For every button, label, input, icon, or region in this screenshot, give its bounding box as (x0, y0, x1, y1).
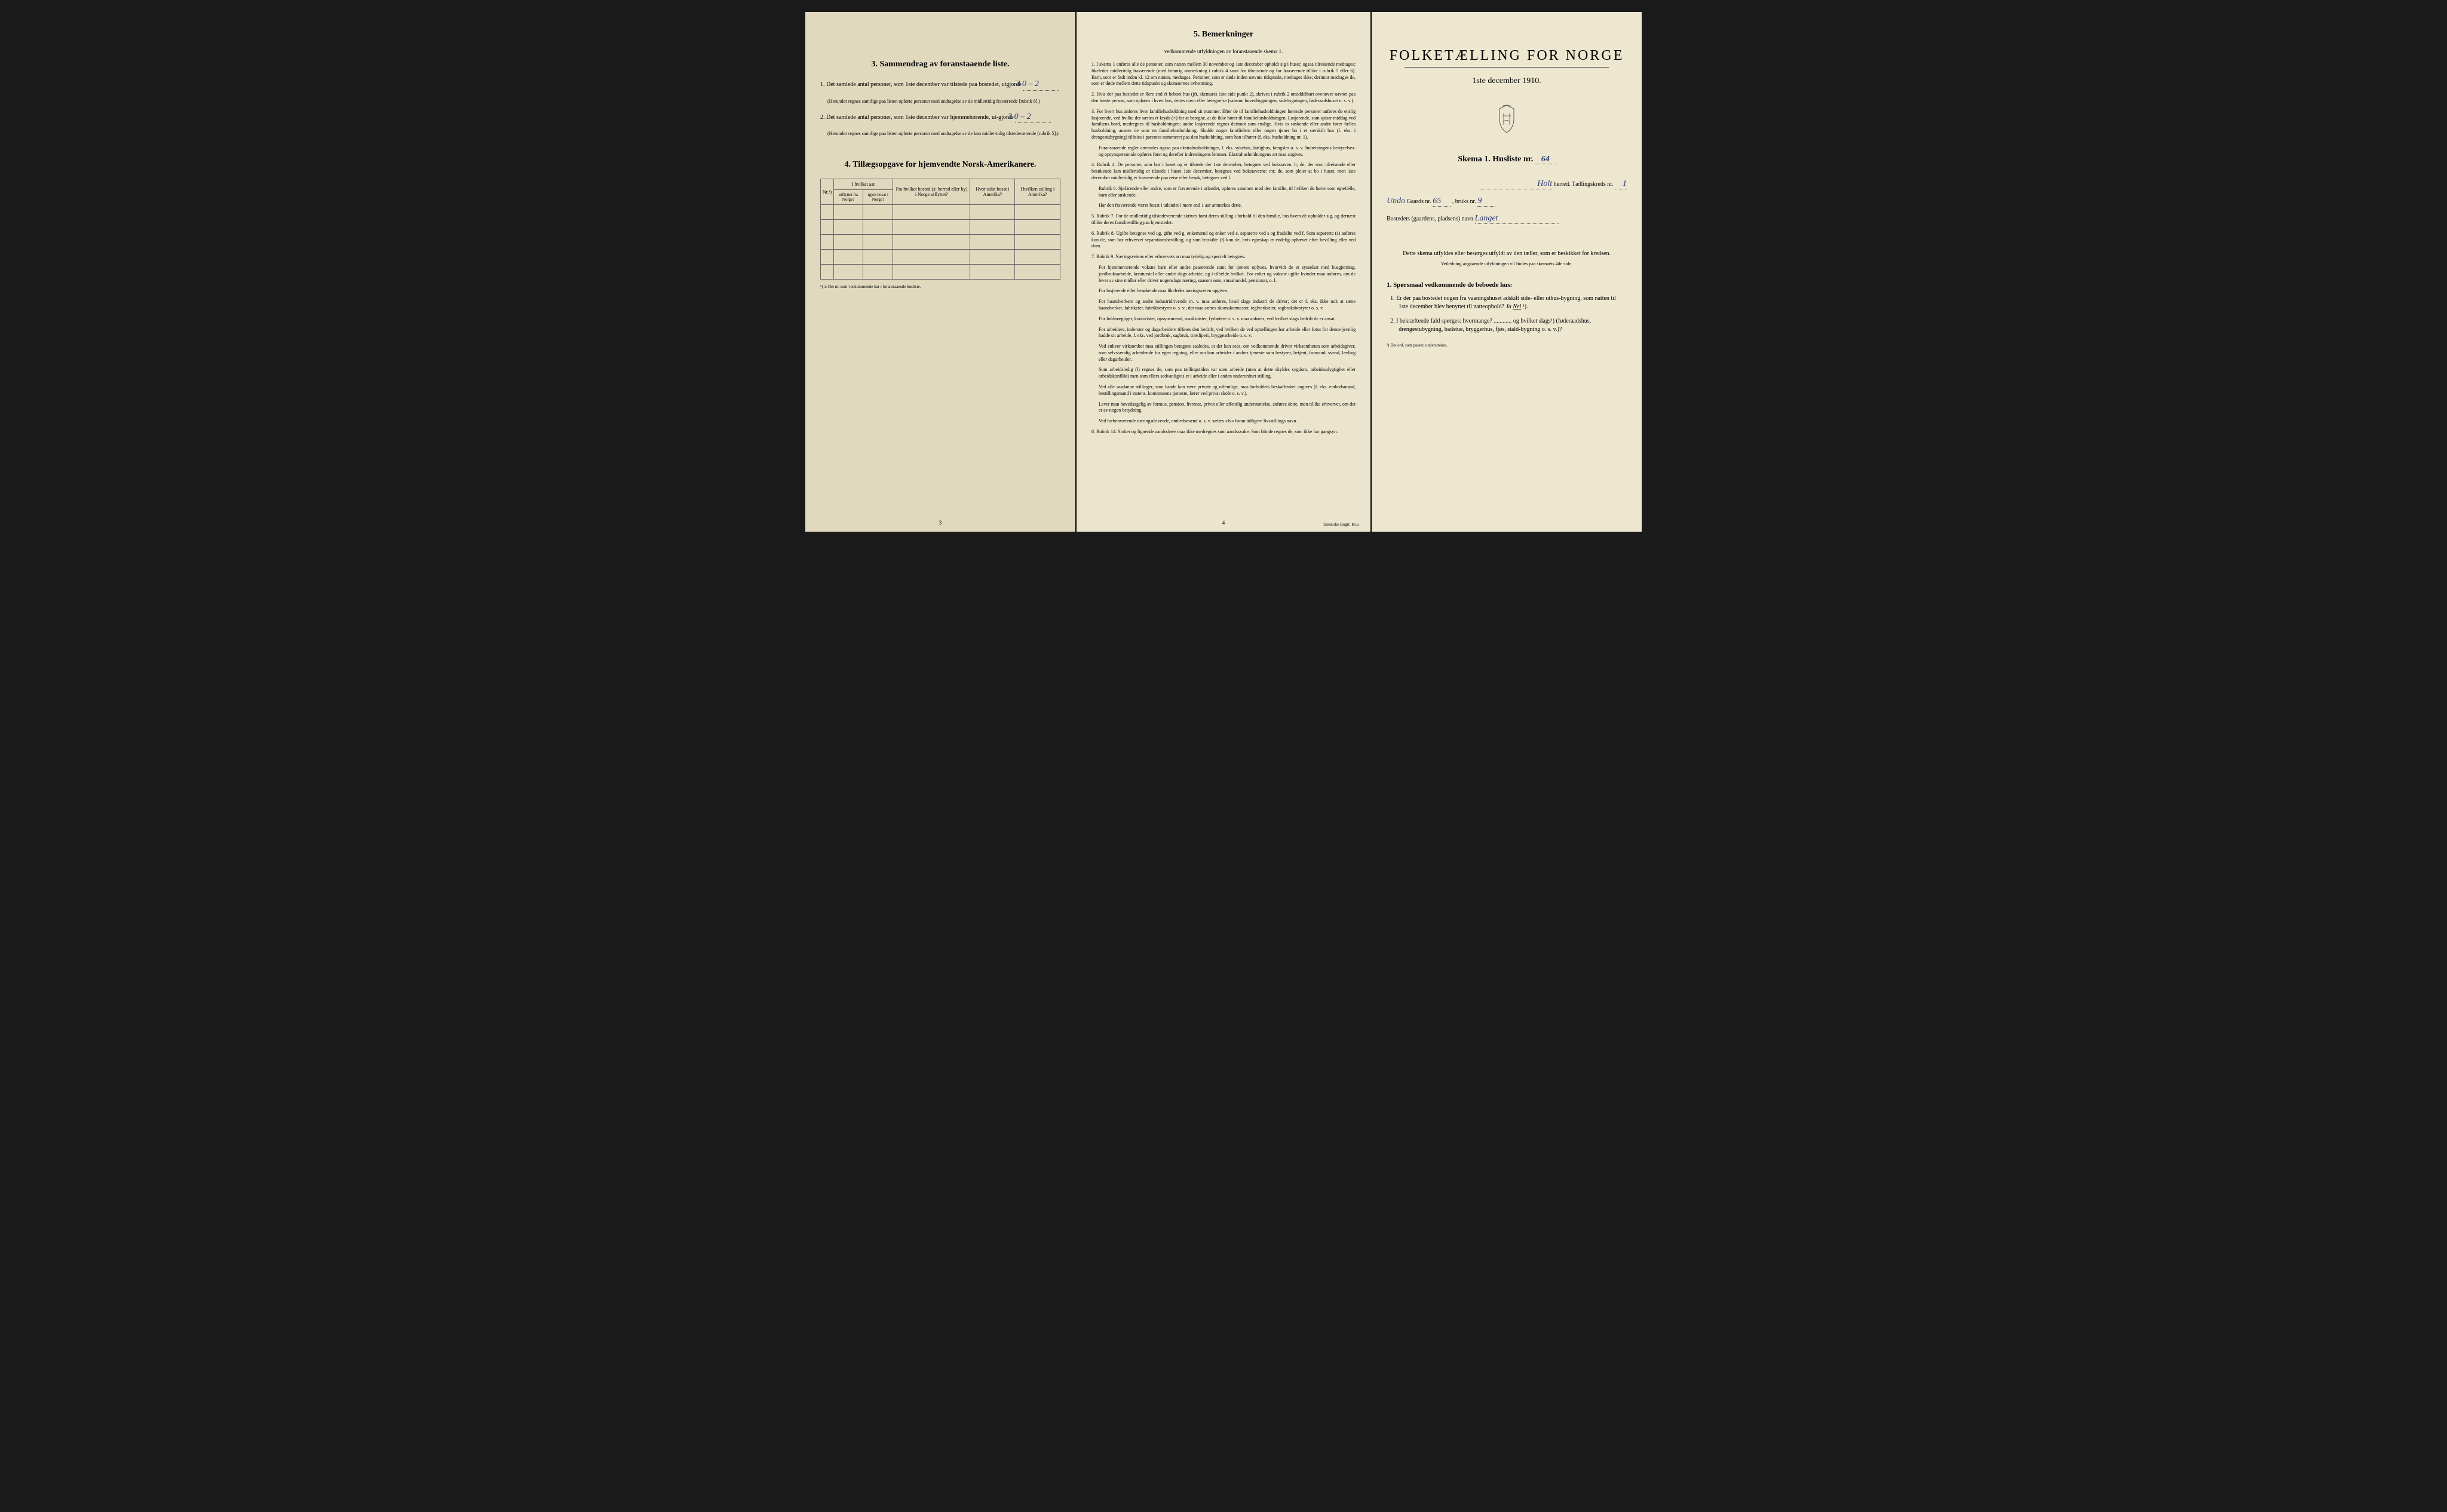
remark-7d: For haandverkere og andre industridriven… (1091, 299, 1356, 312)
remark-7f: For arbeidere, inderster og dagarbeidere… (1091, 327, 1356, 340)
th-returned: igjen bosat i Norge? (863, 190, 893, 205)
section-3-title: 3. Sammendrag av foranstaaende liste. (820, 60, 1060, 69)
th-position: I hvilken stilling i Amerika? (1015, 179, 1060, 205)
th-where: Hvor sidst bosat i Amerika? (970, 179, 1015, 205)
item-2: 2. Det samlede antal personer, som 1ste … (820, 111, 1060, 124)
remark-3b: Foranstaaende regler anvendes ogsaa paa … (1091, 145, 1356, 158)
kreds-value: 1 (1615, 179, 1627, 189)
remark-4b: Rubrik 6. Sjøfarende eller andre, som er… (1091, 186, 1356, 199)
page-number-3: 3 (805, 520, 1075, 526)
instructions-sub: Veiledning angaaende utfyldningen vil fi… (1387, 261, 1627, 266)
skema-number: 64 (1535, 155, 1556, 164)
bruks-label: , bruks nr. (1452, 198, 1476, 205)
section-5-title: 5. Bemerkninger (1091, 30, 1356, 39)
herred-line: Holt herred. Tællingskreds nr. 1 (1387, 179, 1627, 189)
remark-5: 5. Rubrik 7. For de midlertidig tilstede… (1091, 213, 1356, 226)
item-2-text: 2. Det samlede antal personer, som 1ste … (820, 114, 1014, 121)
bruks-value: 9 (1477, 197, 1495, 207)
q1-nei: Nei (1513, 303, 1521, 310)
th-year: I hvilket aar (834, 179, 893, 190)
table-footnote: ¹) ɔ: Det nr. som vedkommende har i fora… (820, 284, 1060, 289)
q1-ja: Ja (1505, 303, 1511, 310)
item-1-text: 1. Det samlede antal personer, som 1ste … (820, 81, 1022, 88)
table-row (821, 265, 1060, 280)
bosted-line: Bostedets (gaardens, pladsens) navn Lang… (1387, 214, 1627, 224)
panel-section-3-4: 3. Sammendrag av foranstaaende liste. 1.… (805, 12, 1075, 532)
instructions: Dette skema utfyldes eller besørges utfy… (1387, 249, 1627, 258)
questions-section: 1. Spørsmaal vedkommende de beboede hus:… (1387, 281, 1627, 348)
item-1-value: 2 0 – 2 (1023, 78, 1059, 91)
gaards-value: 65 (1433, 197, 1451, 207)
q1-sup: ¹). (1523, 303, 1528, 310)
remark-2: 2. Hvis der paa bostedet er flere end ét… (1091, 91, 1356, 105)
remark-6: 6. Rubrik 8. Ugifte betegnes ved ug, gif… (1091, 231, 1356, 250)
remark-3: 3. For hvert hus anføres hver familiehus… (1091, 109, 1356, 141)
question-1: 1. Er der paa bostedet nogen fra vaaning… (1387, 295, 1627, 311)
item-1-note: (Herunder regnes samtlige paa listen opf… (820, 99, 1060, 104)
remark-7: 7. Rubrik 9. Næringsveiens eller erhverv… (1091, 254, 1356, 260)
remark-7e: For fuldmægtiger, kontorister, opsynsmæn… (1091, 316, 1356, 323)
remark-1: 1. I skema 1 anføres alle de personer, s… (1091, 62, 1356, 87)
herred-value: Holt (1480, 179, 1552, 189)
q1-text: 1. Er der paa bostedet nogen fra vaaning… (1390, 295, 1616, 310)
item-2-note: (Herunder regnes samtlige paa listen opf… (820, 131, 1060, 136)
coat-of-arms-icon (1387, 104, 1627, 137)
americans-table: Nr.¹) I hvilket aar Fra hvilket bosted (… (820, 179, 1060, 280)
questions-header: 1. Spørsmaal vedkommende de beboede hus: (1387, 281, 1627, 289)
remark-4c: Har den fraværende været bosat i utlande… (1091, 203, 1356, 209)
question-footnote: ¹) Det ord, som passer, understrekes. (1387, 343, 1627, 348)
panel-section-5: 5. Bemerkninger vedkommende utfyldningen… (1077, 12, 1370, 532)
item-1: 1. Det samlede antal personer, som 1ste … (820, 78, 1060, 91)
gaards-label: Gaards nr. (1407, 198, 1431, 205)
skema-line: Skema 1. Husliste nr. 64 (1387, 155, 1627, 164)
remark-7b: For hjemmeværende voksne barn eller andr… (1091, 265, 1356, 284)
table-row (821, 220, 1060, 235)
section-4: 4. Tillægsopgave for hjemvendte Norsk-Am… (820, 160, 1060, 289)
th-from: Fra hvilket bosted (ɔ: herred eller by) … (893, 179, 970, 205)
remark-8: 8. Rubrik 14. Sinker og lignende aandssl… (1091, 429, 1356, 435)
census-date: 1ste december 1910. (1387, 76, 1627, 86)
census-document: 3. Sammendrag av foranstaaende liste. 1.… (805, 12, 1642, 532)
th-nr: Nr.¹) (821, 179, 834, 205)
bosted-label: Bostedets (gaardens, pladsens) navn (1387, 216, 1473, 222)
panel-title-page: FOLKETÆLLING FOR NORGE 1ste december 191… (1372, 12, 1642, 532)
remark-7j: Lever man hovedsagelig av formue, pensio… (1091, 401, 1356, 415)
gaards-line: Undo Gaards nr. 65 , bruks nr. 9 (1387, 197, 1627, 207)
bosted-value: Langet (1475, 214, 1559, 224)
remark-4: 4. Rubrik 4. De personer, som bor i huse… (1091, 162, 1356, 181)
remark-7k: Ved forhenværende næringsdrivende, embed… (1091, 418, 1356, 425)
table-row (821, 235, 1060, 250)
main-title: FOLKETÆLLING FOR NORGE (1387, 48, 1627, 64)
skema-label: Skema 1. Husliste nr. (1458, 155, 1533, 164)
printer-credit: Steen'ske Bogtr. Kr.a (1323, 522, 1359, 527)
remark-7g: Ved enhver virksomhet maa stillingen bet… (1091, 344, 1356, 363)
remark-7h: Som arbeidsledig (l) regnes de, som paa … (1091, 367, 1356, 380)
table-row (821, 205, 1060, 220)
section-5-subtitle: vedkommende utfyldningen av foranstaaend… (1091, 48, 1356, 54)
table-row (821, 250, 1060, 265)
th-emigrated: utflyttet fra Norge? (834, 190, 863, 205)
item-2-value: 2 0 – 2 (1015, 111, 1051, 124)
section-4-title: 4. Tillægsopgave for hjemvendte Norsk-Am… (820, 160, 1060, 170)
question-2: 2. I bekræftende fald spørges: hvormange… (1387, 317, 1627, 334)
remark-7i: Ved alle saadanne stillinger, som baade … (1091, 384, 1356, 397)
title-underline (1405, 67, 1609, 68)
remark-7c: For losjerende eller besøkende maa likel… (1091, 288, 1356, 295)
herred-label: herred. Tællingskreds nr. (1554, 181, 1614, 188)
gaards-prefix: Undo (1387, 197, 1405, 206)
